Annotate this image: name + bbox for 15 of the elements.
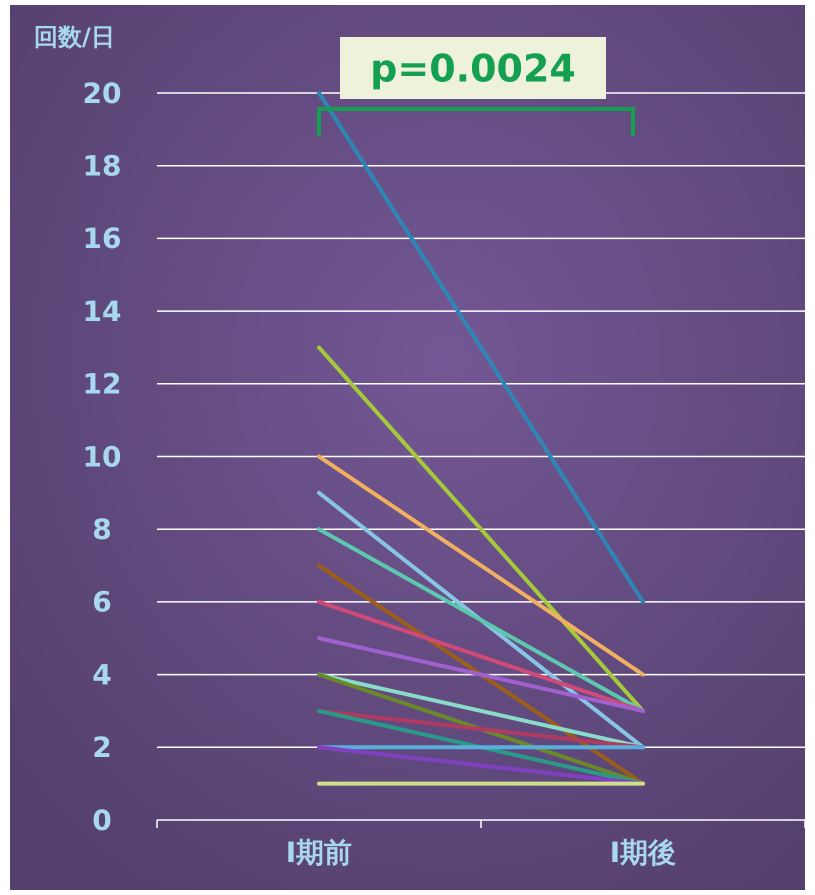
y-tick-label: 10 [82, 440, 122, 474]
y-tick-label: 4 [92, 658, 112, 692]
x-tick-label: Ⅰ期後 [610, 836, 676, 869]
y-tick-label: 12 [82, 368, 122, 401]
y-tick-label: 16 [82, 222, 122, 256]
text: p=0.0024 [370, 46, 576, 90]
y-tick-label: 18 [82, 150, 122, 182]
y-tick-label: 0 [92, 804, 112, 837]
y-tick-label: 14 [82, 294, 122, 328]
y-tick-label: 20 [82, 76, 122, 110]
y-tick-label: 2 [92, 731, 112, 764]
x-tick-label: Ⅰ期前 [286, 836, 352, 869]
y-tick-label: 8 [92, 513, 112, 546]
y-tick-label: 6 [92, 586, 112, 619]
y-axis-title: 回数/日 [34, 23, 115, 51]
